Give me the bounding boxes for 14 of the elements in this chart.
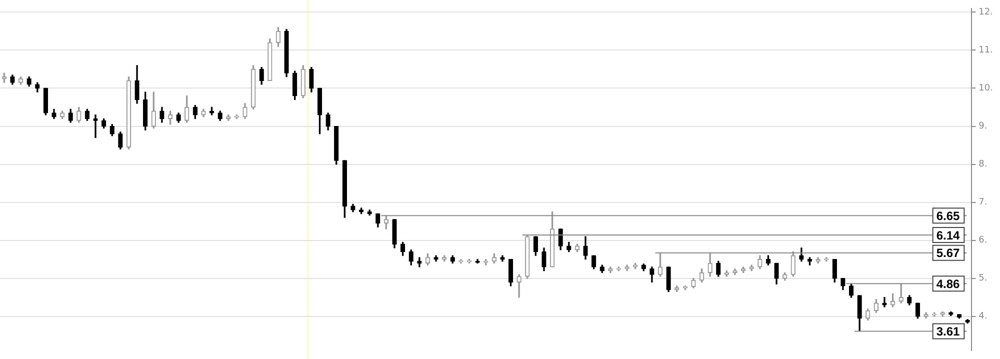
y-tick-label: 9. xyxy=(978,122,988,132)
ref-line-label: 6.65 xyxy=(936,208,960,223)
ref-line-label: 3.61 xyxy=(936,324,960,339)
ref-line-label: 4.86 xyxy=(936,276,960,291)
y-tick-label: 10. xyxy=(978,84,994,94)
y-tick-label: 12. xyxy=(978,8,994,18)
y-tick-label: 7. xyxy=(978,198,988,208)
y-tick-label: 8. xyxy=(978,160,988,170)
y-tick-label: 11. xyxy=(978,46,994,56)
ref-line-label: 6.14 xyxy=(936,228,960,242)
y-tick-label: 6. xyxy=(978,236,988,246)
y-tick-label: 5. xyxy=(978,274,988,284)
ref-line-label: 5.67 xyxy=(936,246,960,260)
y-tick-label: 4. xyxy=(978,312,988,322)
